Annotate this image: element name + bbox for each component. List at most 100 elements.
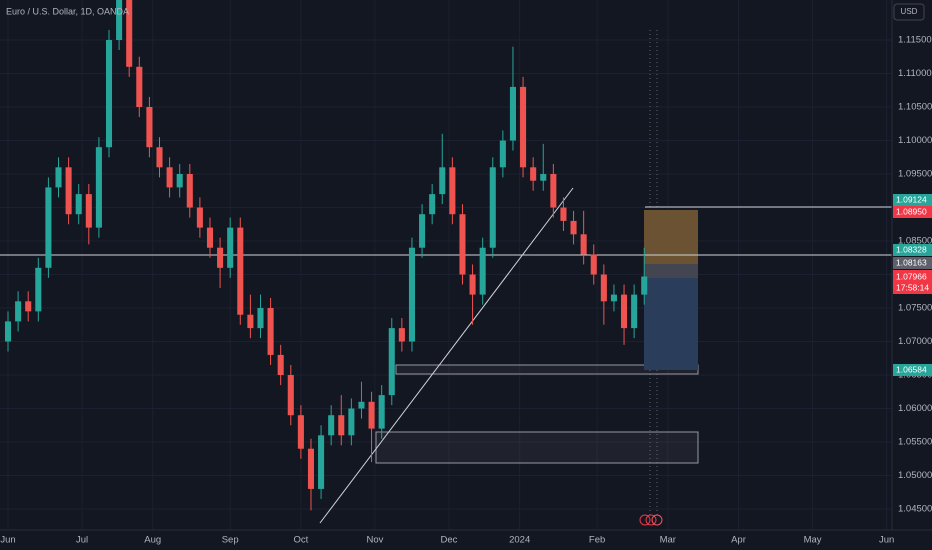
candle-body bbox=[600, 274, 607, 302]
price-tag-label: 1.08328 bbox=[896, 244, 927, 254]
candle-body bbox=[570, 220, 577, 235]
candle-body bbox=[146, 107, 153, 148]
candle-body bbox=[307, 448, 315, 489]
candle-body bbox=[25, 301, 32, 312]
candle-body bbox=[318, 435, 325, 489]
trend-line[interactable] bbox=[319, 187, 574, 524]
y-tick-label: 1.07500 bbox=[898, 303, 932, 314]
x-tick-label: 2024 bbox=[509, 535, 530, 546]
candle-body bbox=[237, 227, 244, 315]
currency[interactable]: USD bbox=[901, 7, 918, 16]
candle-body bbox=[227, 227, 234, 268]
zone[interactable] bbox=[375, 431, 699, 464]
price-tag bbox=[893, 194, 932, 206]
candle-body bbox=[378, 395, 385, 429]
candle-body bbox=[469, 274, 476, 295]
candle-body bbox=[419, 214, 426, 248]
y-tick-label: 1.08500 bbox=[898, 236, 932, 247]
candle-body bbox=[348, 408, 355, 436]
candle-body bbox=[388, 328, 395, 396]
x-tick-label: Sep bbox=[222, 535, 239, 546]
candle-body bbox=[186, 174, 193, 208]
y-tick-label: 1.06000 bbox=[898, 403, 932, 414]
event-icon[interactable] bbox=[639, 514, 651, 526]
candle-body bbox=[45, 187, 52, 268]
x-tick-label: Jun bbox=[879, 535, 894, 546]
candle-body bbox=[247, 314, 254, 329]
candle-body bbox=[530, 167, 537, 181]
candle-body bbox=[75, 194, 82, 215]
x-tick-label: Feb bbox=[589, 535, 605, 546]
candle-body bbox=[509, 86, 516, 141]
x-tick-label: Oct bbox=[293, 535, 308, 546]
candle-body bbox=[459, 214, 466, 275]
candle-body bbox=[206, 227, 214, 248]
candle-body bbox=[35, 267, 42, 312]
candle-body bbox=[489, 167, 496, 248]
candle-body bbox=[277, 354, 284, 376]
candle-body bbox=[15, 301, 22, 322]
entry-zone[interactable] bbox=[644, 264, 698, 278]
candle-body bbox=[136, 66, 143, 108]
candle-body bbox=[641, 276, 648, 295]
price-tag-label: 1.09124 bbox=[896, 194, 927, 204]
candle-body bbox=[540, 174, 547, 181]
currency-button[interactable] bbox=[893, 3, 925, 21]
candles bbox=[4, 0, 648, 511]
drawings bbox=[0, 30, 892, 524]
candle-body bbox=[338, 415, 345, 436]
candle-body bbox=[560, 207, 567, 221]
candle-body bbox=[398, 328, 405, 342]
y-tick-label: 1.05500 bbox=[898, 437, 932, 448]
candle-body bbox=[126, 0, 133, 67]
y-tick-label: 1.11500 bbox=[898, 35, 932, 46]
y-tick-label: 1.10500 bbox=[898, 102, 932, 113]
candle-body bbox=[610, 294, 617, 302]
y-tick-label: 1.04500 bbox=[898, 504, 932, 515]
candle-body bbox=[85, 194, 92, 228]
price-tag bbox=[893, 206, 932, 218]
axes: 1.045001.050001.055001.060001.065001.070… bbox=[0, 35, 932, 546]
candle-body bbox=[4, 321, 12, 342]
candle-body bbox=[439, 167, 446, 195]
candle-body bbox=[368, 401, 375, 429]
x-tick-label: May bbox=[804, 535, 822, 546]
candle-body bbox=[479, 247, 486, 295]
x-tick-label: Dec bbox=[441, 535, 458, 546]
candle-body bbox=[328, 415, 335, 436]
x-tick-label: Apr bbox=[731, 535, 746, 546]
price-tag bbox=[893, 244, 932, 256]
y-tick-label: 1.10000 bbox=[898, 135, 932, 146]
countdown: 17:58:14 bbox=[896, 282, 929, 292]
y-tick-label: 1.11000 bbox=[898, 68, 932, 79]
stop-zone[interactable] bbox=[644, 210, 698, 264]
price-tag bbox=[893, 364, 932, 376]
candle-body bbox=[176, 174, 183, 188]
y-tick-label: 1.05000 bbox=[898, 470, 932, 481]
candle-body bbox=[550, 174, 557, 208]
candle-body bbox=[257, 308, 264, 329]
candle-body bbox=[358, 401, 365, 409]
target-zone[interactable] bbox=[644, 278, 698, 370]
price-tag-label: 1.08950 bbox=[896, 206, 927, 216]
candle-body bbox=[499, 140, 506, 168]
candle-body bbox=[520, 86, 527, 168]
x-tick-label: Mar bbox=[660, 535, 676, 546]
x-tick-label: Aug bbox=[144, 535, 161, 546]
x-tick-label: Nov bbox=[366, 535, 383, 546]
candle-body bbox=[156, 147, 163, 168]
candle-body bbox=[580, 234, 587, 255]
event-icons[interactable] bbox=[639, 514, 663, 526]
candle-body bbox=[449, 167, 456, 215]
candle-body bbox=[217, 247, 224, 268]
chart-title: Euro / U.S. Dollar, 1D, OANDA bbox=[6, 6, 129, 16]
price-tag-label: 1.07966 bbox=[896, 271, 927, 281]
event-icon[interactable] bbox=[645, 514, 657, 526]
price-tags: 1.09124 1.08950 1.08328 1.08163 1.07966 … bbox=[893, 194, 932, 376]
candle-body bbox=[116, 0, 123, 41]
event-icon[interactable] bbox=[651, 514, 663, 526]
price-tag-label: 1.06584 bbox=[896, 364, 927, 374]
candle-body bbox=[166, 167, 173, 188]
candle-body bbox=[429, 194, 436, 215]
